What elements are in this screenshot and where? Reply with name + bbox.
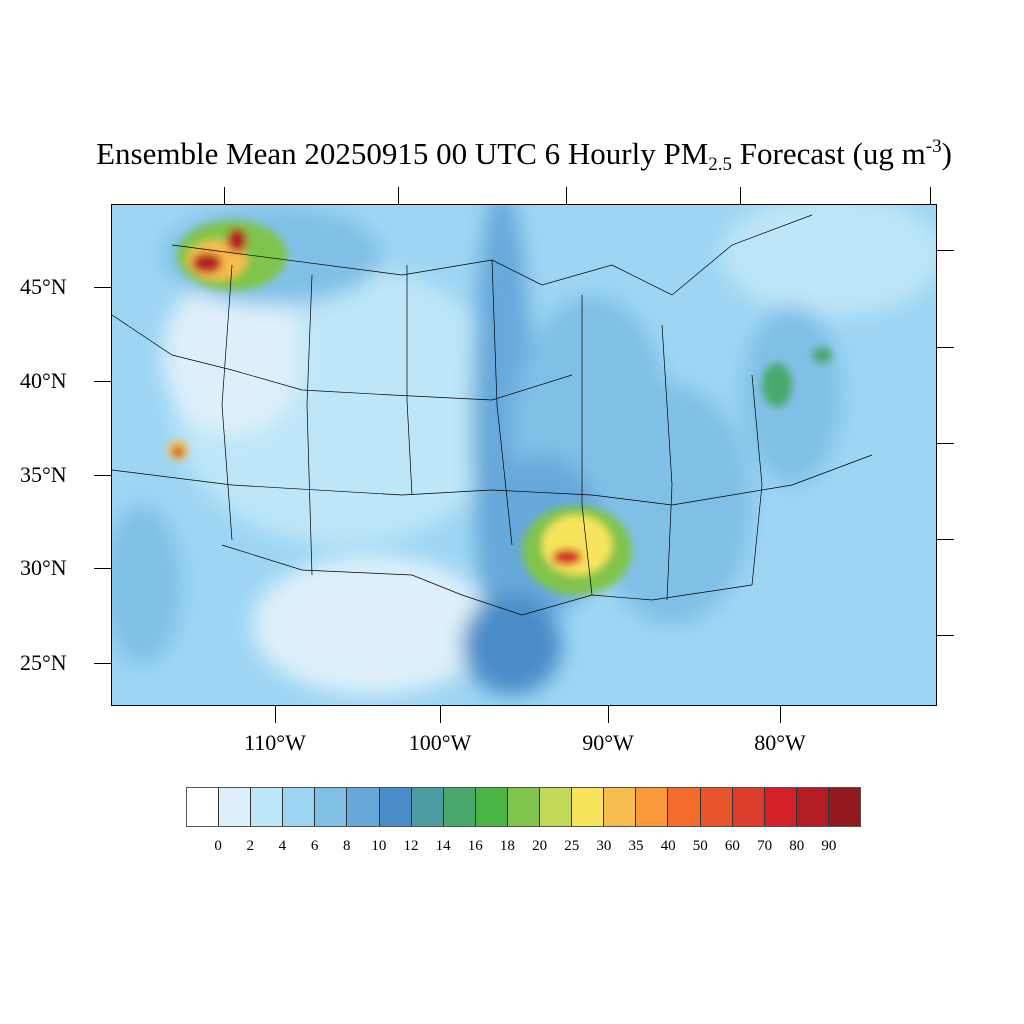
- tick: [94, 663, 111, 664]
- lon-label: 90°W: [582, 730, 634, 755]
- colorbar-swatch: [604, 788, 637, 826]
- colorbar-swatch: [507, 788, 541, 826]
- colorbar-swatch: [187, 788, 220, 826]
- colorbar-swatch: [764, 788, 797, 826]
- colorbar-swatch: [475, 788, 508, 826]
- colorbar-label: 18: [499, 838, 515, 854]
- tick: [94, 381, 111, 382]
- colorbar-label: 40: [660, 838, 676, 854]
- colorbar-swatch: [443, 788, 476, 826]
- title-superscript: -3: [925, 136, 942, 157]
- colorbar-swatch: [796, 788, 829, 826]
- title-end: ): [941, 136, 952, 171]
- colorbar-swatch: [668, 788, 701, 826]
- tick: [275, 706, 276, 723]
- tick: [740, 187, 741, 204]
- colorbar-label: 0: [214, 838, 222, 854]
- tick: [94, 287, 111, 288]
- lat-label: 30°N: [20, 555, 67, 580]
- colorbar-swatch: [572, 788, 605, 826]
- colorbar-label: 2: [246, 838, 255, 854]
- colorbar-swatch: [379, 788, 412, 826]
- colorbar-swatch: [219, 788, 252, 826]
- tick: [94, 475, 111, 476]
- title-rest: Forecast (ug m: [732, 136, 926, 171]
- colorbar: [186, 787, 861, 827]
- colorbar-swatch: [347, 788, 380, 826]
- colorbar-swatch: [540, 788, 573, 826]
- map-field: [112, 205, 936, 705]
- tick: [224, 187, 225, 204]
- colorbar-label: 70: [757, 838, 773, 854]
- tick: [780, 706, 781, 723]
- state-boundaries: [112, 214, 873, 616]
- colorbar-label: 30: [596, 838, 612, 854]
- colorbar-swatch: [828, 788, 860, 826]
- tick: [937, 443, 954, 444]
- tick: [937, 539, 954, 540]
- colorbar-label: 35: [628, 838, 644, 854]
- colorbar-label: 6: [310, 838, 319, 854]
- colorbar-swatch: [251, 788, 284, 826]
- lat-label: 45°N: [20, 274, 67, 299]
- colorbar-label: 60: [724, 838, 740, 854]
- colorbar-swatch: [411, 788, 444, 826]
- colorbar-label: 14: [435, 838, 451, 854]
- lon-label: 110°W: [244, 730, 306, 755]
- tick: [937, 250, 954, 251]
- colorbar-label: 10: [371, 838, 387, 854]
- map-title: Ensemble Mean 20250915 00 UTC 6 Hourly P…: [0, 136, 1024, 176]
- colorbar-swatch: [732, 788, 765, 826]
- concentration-field: [112, 205, 936, 695]
- tick: [608, 706, 609, 723]
- tick: [930, 187, 931, 204]
- lon-label: 100°W: [408, 730, 472, 755]
- lon-label: 80°W: [754, 730, 806, 755]
- title-main: Ensemble Mean 20250915 00 UTC 6 Hourly P…: [96, 136, 709, 171]
- lat-label: 40°N: [20, 368, 67, 393]
- tick: [937, 347, 954, 348]
- high-concentration-areas: [168, 220, 832, 595]
- tick: [398, 187, 399, 204]
- lat-label: 35°N: [20, 462, 67, 487]
- colorbar-swatch: [636, 788, 669, 826]
- title-subscript: 2.5: [708, 154, 733, 175]
- colorbar-label: 50: [692, 838, 708, 854]
- colorbar-label: 16: [467, 838, 483, 854]
- colorbar-label: 20: [532, 838, 548, 854]
- colorbar-label: 8: [342, 838, 351, 854]
- colorbar-swatch: [315, 788, 348, 826]
- colorbar-label: 90: [821, 838, 837, 854]
- lat-label: 25°N: [20, 650, 67, 675]
- colorbar-label: 4: [278, 838, 287, 854]
- pm25-map: [111, 204, 937, 706]
- tick: [566, 187, 567, 204]
- tick: [937, 635, 954, 636]
- colorbar-label: 25: [564, 838, 580, 854]
- colorbar-label: 80: [789, 838, 805, 854]
- tick: [440, 706, 441, 723]
- colorbar-swatch: [700, 788, 733, 826]
- colorbar-swatch: [283, 788, 316, 826]
- tick: [94, 568, 111, 569]
- colorbar-label: 12: [403, 838, 419, 854]
